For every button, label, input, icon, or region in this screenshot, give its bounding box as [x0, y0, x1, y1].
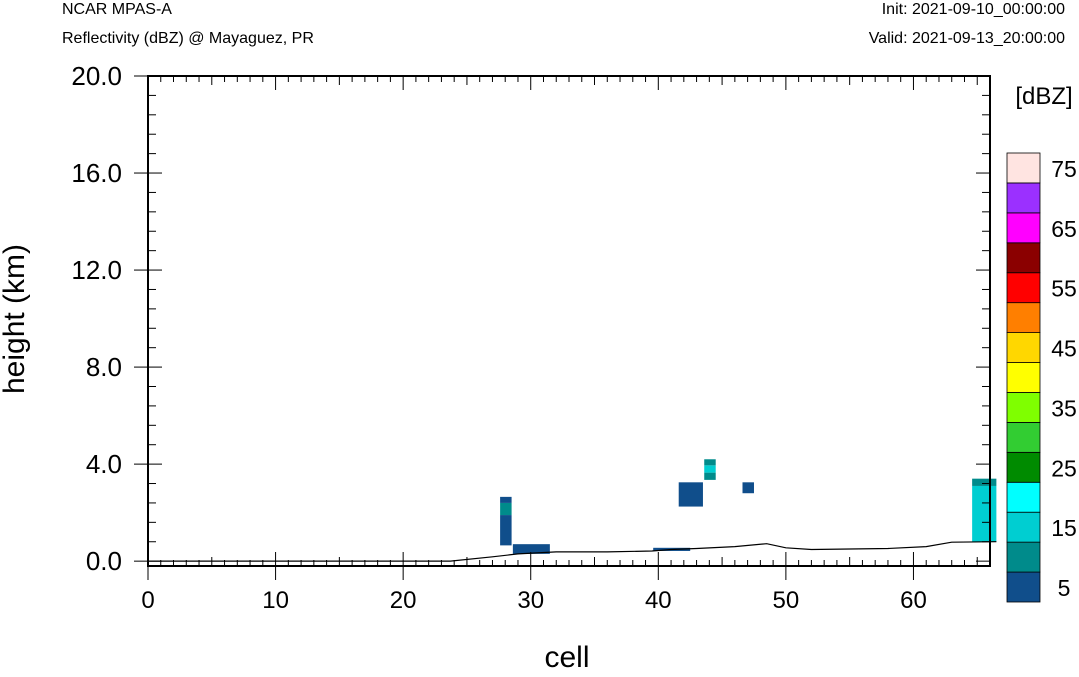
- init-time: Init: 2021-09-10_00:00:00: [881, 1, 1065, 18]
- colorbar-swatch: [1006, 571, 1041, 603]
- x-tick-label: 60: [900, 587, 927, 614]
- colorbar-swatch: [1006, 392, 1041, 423]
- y-tick-label: 20.0: [71, 61, 122, 91]
- reflectivity-cells: [500, 459, 997, 554]
- colorbar-swatch: [1006, 421, 1041, 453]
- reflectivity-cell: [500, 496, 512, 503]
- colorbar-swatch: [1006, 511, 1041, 543]
- reflectivity-cell: [704, 472, 716, 480]
- y-tick-label: 4.0: [86, 449, 122, 479]
- colorbar-swatch: [1006, 541, 1041, 573]
- axis-ticks: [134, 75, 991, 580]
- colorbar: 5 15 25 35 45 55 65 75: [1006, 152, 1077, 603]
- y-tick-label: 12.0: [71, 255, 122, 285]
- colorbar-tick-label: 55: [1051, 276, 1077, 302]
- x-tick-label: 30: [517, 587, 544, 614]
- colorbar-tick-label: 25: [1051, 455, 1077, 481]
- x-tick-label: 0: [141, 587, 154, 614]
- colorbar-swatch: [1006, 362, 1041, 393]
- colorbar-swatch: [1006, 451, 1041, 483]
- plot-frame: [147, 75, 991, 567]
- colorbar-unit-label: [dBZ]: [1015, 83, 1072, 110]
- colorbar-swatch: [1006, 152, 1041, 184]
- terrain-profile: [148, 541, 997, 562]
- colorbar-tick-label: 35: [1051, 395, 1077, 421]
- reflectivity-cell: [704, 465, 716, 473]
- reflectivity-cell: [500, 515, 512, 546]
- colorbar-swatch: [1006, 332, 1041, 363]
- colorbar-swatch: [1006, 272, 1041, 304]
- colorbar-swatch: [1006, 212, 1041, 244]
- colorbar-swatch: [1006, 242, 1041, 274]
- y-tick-label: 16.0: [71, 158, 122, 188]
- x-tick-label: 50: [773, 587, 800, 614]
- colorbar-tick-label: 45: [1051, 336, 1077, 362]
- colorbar-tick-label: 75: [1051, 156, 1077, 182]
- x-axis-label: cell: [544, 641, 589, 674]
- colorbar-swatch: [1006, 302, 1041, 333]
- reflectivity-cell: [678, 482, 703, 507]
- reflectivity-cell: [704, 459, 716, 466]
- x-tick-label: 20: [390, 587, 417, 614]
- colorbar-tick-label: 65: [1051, 216, 1077, 242]
- reflectivity-cell: [512, 544, 550, 554]
- terrain-line: [148, 541, 997, 562]
- x-tick-label: 10: [262, 587, 289, 614]
- x-tick-labels: 0 10 20 30 40 50 60: [141, 587, 926, 614]
- colorbar-tick-label: 5: [1058, 575, 1071, 601]
- colorbar-tick-label: 15: [1051, 515, 1077, 541]
- valid-time: Valid: 2021-09-13_20:00:00: [868, 30, 1065, 47]
- reflectivity-cell: [500, 502, 512, 516]
- colorbar-swatch: [1006, 182, 1041, 214]
- y-axis-label: height (km): [0, 244, 31, 394]
- reflectivity-cell: [742, 482, 754, 494]
- y-tick-labels: 0.0 4.0 8.0 12.0 16.0 20.0: [71, 61, 122, 576]
- y-tick-label: 0.0: [86, 546, 122, 576]
- x-tick-label: 40: [645, 587, 672, 614]
- reflectivity-cell: [972, 478, 997, 486]
- chart-subtitle: Reflectivity (dBZ) @ Mayaguez, PR: [62, 30, 314, 47]
- reflectivity-cell: [972, 485, 997, 542]
- colorbar-swatch: [1006, 481, 1041, 513]
- y-tick-label: 8.0: [86, 352, 122, 382]
- model-name: NCAR MPAS-A: [62, 1, 172, 18]
